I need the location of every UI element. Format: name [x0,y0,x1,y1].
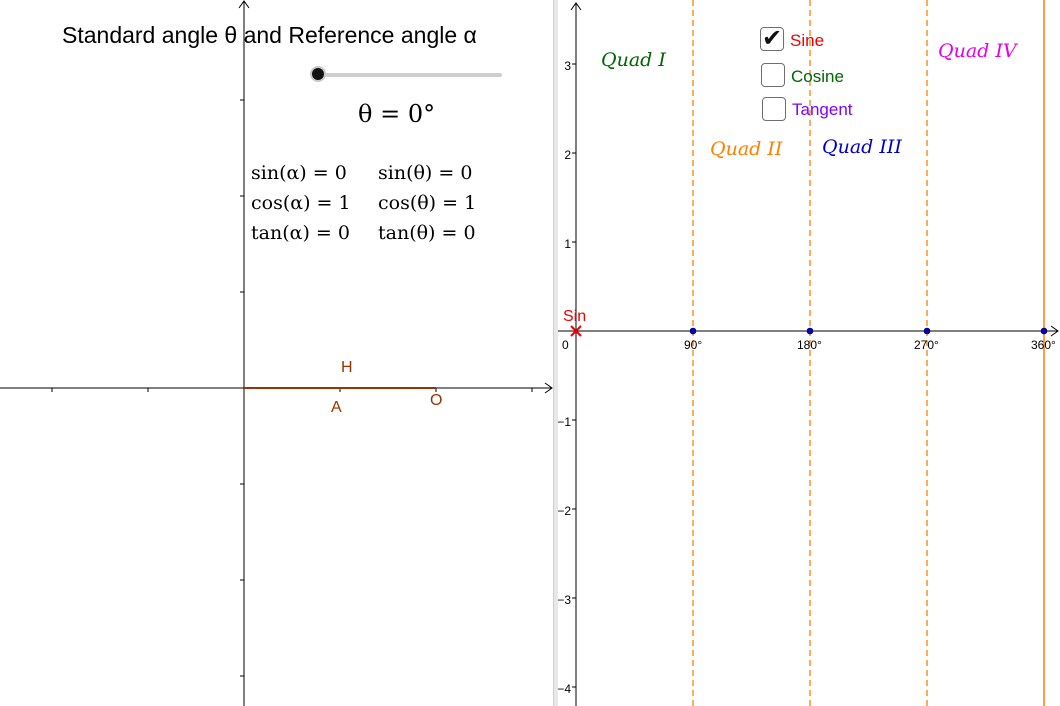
y-tick-label: 3 [564,59,571,73]
sin-point-label: Sin [563,308,586,325]
sin-point [570,325,582,337]
x-tick-label: 90° [684,338,702,352]
label-h: H [341,359,353,376]
label-o: O [430,392,442,409]
point-180 [806,327,814,335]
left-x-axis-arrow [544,382,553,394]
theta-slider[interactable] [312,67,502,83]
x-tick-label: 0 [562,338,569,352]
quad-i-label: Quad I [601,49,666,71]
tan-theta-text: tan(θ) = 0 [378,222,476,244]
right-x-axis-arrow [1050,325,1059,337]
point-270 [923,327,931,335]
cosine-checkbox[interactable]: ✔ [761,63,785,87]
point-90 [689,327,697,335]
quad-ii-label: Quad II [710,138,783,160]
quad-iv-label: Quad IV [938,40,1019,62]
y-tick-label: 2 [564,148,571,162]
quad-iii-label: Quad III [822,136,902,158]
y-tick-label: −1 [557,415,571,429]
label-a: A [331,399,342,416]
theta-value: θ = 0° [358,100,436,128]
page-title: Standard angle θ and Reference angle α [62,22,477,48]
tangent-checkbox-label[interactable]: Tangent [792,100,853,119]
sin-alpha-text: sin(α) = 0 [251,162,347,184]
checkmark-icon: ✔ [762,24,783,52]
x-tick-label: 360° [1031,338,1056,352]
sine-checkbox-label[interactable]: Sine [790,31,825,50]
sin-theta-text: sin(θ) = 0 [378,162,473,184]
view-divider[interactable] [553,0,558,706]
cos-alpha-text: cos(α) = 1 [251,192,351,214]
point-360 [1040,327,1048,335]
left-y-axis-arrow [238,0,250,9]
slider-track[interactable] [318,73,502,77]
left-y-ticks [240,99,244,677]
cos-theta-text: cos(θ) = 1 [378,192,477,214]
y-tick-label: −2 [557,504,571,518]
cosine-checkbox-label[interactable]: Cosine [791,67,844,86]
x-tick-label: 270° [914,338,939,352]
slider-knob[interactable] [312,68,324,80]
y-tick-label: −4 [557,682,571,696]
y-tick-label: −3 [557,593,571,607]
tangent-checkbox[interactable]: ✔ [762,97,786,121]
x-tick-label: 180° [797,338,822,352]
right-y-axis-arrow [570,2,582,11]
tan-alpha-text: tan(α) = 0 [251,222,350,244]
right-y-ticks [572,63,576,688]
sine-checkbox[interactable]: ✔ [760,24,784,52]
unit-circle-view[interactable]: H A O [0,0,556,706]
y-tick-label: 1 [564,237,571,251]
